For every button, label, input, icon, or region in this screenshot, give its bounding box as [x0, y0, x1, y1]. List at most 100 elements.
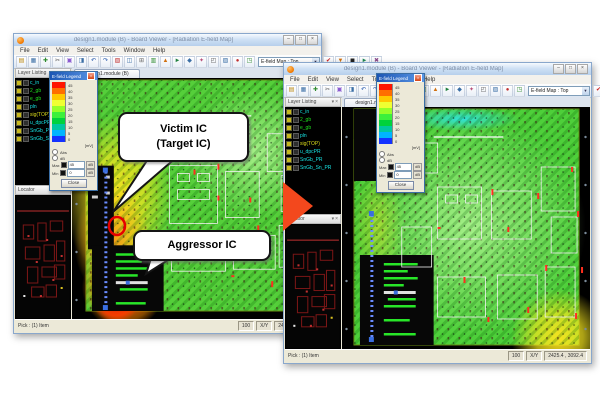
toolbar-icon[interactable]: ◆	[454, 84, 465, 97]
menu-item[interactable]: View	[56, 47, 69, 54]
layer-color-icon[interactable]	[293, 109, 299, 115]
layer-panel-header[interactable]: Layer Listing ▾ ×	[285, 97, 341, 107]
radio-icon[interactable]	[52, 149, 58, 155]
toolbar-icon[interactable]: ✦	[466, 84, 477, 97]
toolbar-icon[interactable]: ◳	[244, 55, 255, 68]
layer-color-icon[interactable]	[23, 88, 29, 94]
toolbar-icon[interactable]: ▨	[220, 55, 231, 68]
menu-item[interactable]: File	[290, 76, 300, 83]
layer-color-icon[interactable]	[293, 117, 299, 123]
close-icon[interactable]: ×	[335, 99, 338, 105]
legend-close-button[interactable]: Close	[60, 179, 87, 188]
legend-min-input[interactable]: 0	[67, 169, 86, 177]
chevron-down-icon[interactable]: ▼	[582, 86, 589, 95]
legend-max-input[interactable]: 45	[394, 163, 413, 171]
legend-max-db-button[interactable]: dB	[413, 163, 422, 171]
layer-row[interactable]: c_in	[16, 79, 71, 87]
toolbar-icon[interactable]: ▥	[148, 55, 159, 68]
layer-row[interactable]: u_dpcPR	[286, 148, 341, 156]
layer-row[interactable]: SnGb_PR	[16, 127, 71, 135]
close-icon[interactable]: ×	[335, 216, 338, 222]
toolbar-icon[interactable]: ▦	[28, 55, 39, 68]
chevron-down-icon[interactable]: ▼	[312, 57, 319, 66]
toolbar-icon[interactable]: ●	[502, 84, 513, 97]
layer-visible-icon[interactable]	[286, 109, 292, 115]
toolbar-icon[interactable]: ✚	[40, 55, 51, 68]
layer-row[interactable]: pln	[286, 132, 341, 140]
layer-visible-icon[interactable]	[16, 128, 22, 134]
layer-visible-icon[interactable]	[286, 141, 292, 147]
layer-color-icon[interactable]	[293, 149, 299, 155]
layer-color-icon[interactable]	[23, 96, 29, 102]
layer-row[interactable]: sig(TOP)	[16, 111, 71, 119]
toolbar-icon[interactable]: ●	[232, 55, 243, 68]
layer-visible-icon[interactable]	[16, 104, 22, 110]
toolbar-icon[interactable]: ◨	[76, 55, 87, 68]
legend-titlebar[interactable]: E-field Legend ×	[50, 72, 97, 80]
window-button[interactable]: ×	[307, 35, 318, 45]
layer-color-icon[interactable]	[23, 128, 29, 134]
window-button[interactable]: –	[553, 64, 564, 74]
legend-min-db-button[interactable]: dB	[413, 171, 422, 179]
legend-window[interactable]: E-field Legend × 45 40 35 30	[376, 73, 425, 193]
layer-color-icon[interactable]	[23, 136, 29, 142]
layer-row[interactable]: u_dpcPR	[16, 119, 71, 127]
layer-color-icon[interactable]	[293, 125, 299, 131]
legend-titlebar[interactable]: E-field Legend ×	[377, 74, 424, 82]
pin-icon[interactable]: ▾	[331, 99, 335, 105]
window-button[interactable]: □	[295, 35, 306, 45]
layer-visible-icon[interactable]	[16, 88, 22, 94]
legend-close-button[interactable]: Close	[387, 181, 414, 190]
menu-item[interactable]: Help	[422, 76, 436, 83]
pin-icon[interactable]: ▾	[331, 216, 335, 222]
locator-view[interactable]	[15, 195, 71, 319]
layer-color-icon[interactable]	[293, 141, 299, 147]
toolbar-icon[interactable]: ▧	[112, 55, 123, 68]
menu-item[interactable]: Edit	[307, 76, 319, 83]
titlebar[interactable]: design1.module (B) - Board Viewer - [Rad…	[284, 63, 591, 76]
legend-min-input[interactable]: 0	[394, 171, 413, 179]
legend-option[interactable]: Abs	[379, 151, 422, 157]
color-chip-icon[interactable]	[60, 170, 67, 176]
toolbar-icon[interactable]: ◨	[346, 84, 357, 97]
window-button[interactable]: □	[565, 64, 576, 74]
menu-item[interactable]: Select	[346, 76, 364, 83]
menu-item[interactable]: Edit	[37, 47, 49, 54]
layer-visible-icon[interactable]	[16, 120, 22, 126]
toolbar-icon[interactable]: ◳	[514, 84, 525, 97]
toolbar-icon[interactable]: ►	[442, 84, 453, 97]
layer-row[interactable]: SnGb_Sn_PR	[286, 164, 341, 172]
toolbar-icon[interactable]: ◆	[184, 55, 195, 68]
layer-row[interactable]: SnGb_PR	[286, 156, 341, 164]
menu-item[interactable]: Help	[152, 47, 166, 54]
menu-item[interactable]: Tools	[101, 47, 116, 54]
menu-item[interactable]: Window	[123, 47, 145, 54]
toolbar-icon[interactable]: ▲	[160, 55, 171, 68]
layer-color-icon[interactable]	[23, 120, 29, 126]
layer-row[interactable]: c_in	[286, 108, 341, 116]
layer-color-icon[interactable]	[293, 133, 299, 139]
legend-option[interactable]: dB	[379, 157, 422, 163]
layer-row[interactable]: e_gb	[16, 95, 71, 103]
layer-row[interactable]: e_gb	[286, 124, 341, 132]
toolbar-icon[interactable]: ▣	[334, 84, 345, 97]
locator-panel-header[interactable]: Locator ▾ ×	[285, 214, 341, 224]
layer-visible-icon[interactable]	[286, 125, 292, 131]
locator-minimap[interactable]	[285, 224, 341, 349]
toolbar-icon[interactable]: ✂	[52, 55, 63, 68]
layer-row[interactable]: sig(TOP)	[286, 140, 341, 148]
toolbar-icon[interactable]: ▤	[16, 55, 27, 68]
color-chip-icon[interactable]	[387, 164, 394, 170]
layer-visible-icon[interactable]	[286, 165, 292, 171]
toolbar-icon[interactable]: ↶	[358, 84, 369, 97]
close-icon[interactable]: ×	[414, 74, 422, 82]
toolbar-icon[interactable]: ↶	[88, 55, 99, 68]
layer-visible-icon[interactable]	[286, 133, 292, 139]
radio-icon[interactable]	[52, 155, 58, 161]
layer-visible-icon[interactable]	[286, 117, 292, 123]
toolbar-icon[interactable]: ◰	[478, 84, 489, 97]
layer-color-icon[interactable]	[23, 112, 29, 118]
layer-row[interactable]: pln	[16, 103, 71, 111]
legend-max-input[interactable]: 45	[67, 161, 86, 169]
toolbar-icon[interactable]: ✚	[310, 84, 321, 97]
